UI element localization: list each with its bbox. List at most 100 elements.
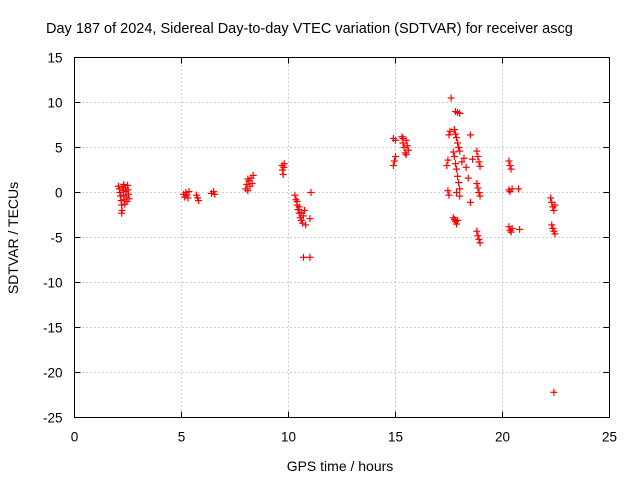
data-point bbox=[291, 191, 299, 199]
data-point bbox=[446, 127, 454, 135]
data-point bbox=[444, 156, 452, 164]
y-tick-labels: 15 10 5 0 -5 -10 -15 -20 -25 bbox=[43, 51, 63, 426]
data-point bbox=[476, 162, 484, 170]
data-point bbox=[451, 130, 459, 138]
data-point bbox=[474, 184, 482, 192]
x-tick-labels: 0 5 10 15 20 25 bbox=[71, 430, 617, 445]
data-point bbox=[402, 151, 410, 159]
data-point bbox=[450, 153, 458, 160]
data-point bbox=[444, 187, 452, 195]
data-point bbox=[389, 162, 397, 169]
data-point bbox=[508, 225, 516, 232]
data-point bbox=[118, 209, 126, 217]
data-point bbox=[124, 190, 132, 198]
data-point bbox=[466, 131, 474, 139]
data-point bbox=[456, 192, 464, 200]
data-point bbox=[454, 216, 462, 224]
data-point bbox=[244, 175, 252, 183]
data-point bbox=[475, 235, 483, 243]
data-point bbox=[550, 388, 558, 396]
data-point bbox=[475, 158, 483, 166]
data-point bbox=[507, 165, 515, 173]
data-point bbox=[455, 144, 463, 151]
data-point bbox=[451, 160, 459, 168]
data-point bbox=[293, 198, 301, 205]
data-point bbox=[473, 180, 481, 187]
x-tick-label: 15 bbox=[388, 430, 403, 445]
data-point bbox=[195, 197, 203, 205]
y-tick-label: -15 bbox=[43, 321, 63, 336]
data-point bbox=[299, 253, 307, 261]
data-point bbox=[445, 131, 453, 139]
y-tick-label: 0 bbox=[55, 186, 63, 201]
x-tick-label: 20 bbox=[495, 430, 510, 445]
data-point bbox=[392, 136, 399, 144]
data-point bbox=[551, 230, 559, 238]
data-point bbox=[473, 227, 481, 235]
data-point bbox=[548, 221, 556, 229]
data-point bbox=[460, 154, 468, 162]
data-point bbox=[117, 192, 125, 200]
data-point bbox=[452, 189, 460, 196]
data-point bbox=[551, 201, 559, 209]
data-point bbox=[249, 171, 257, 179]
data-point bbox=[469, 155, 477, 163]
data-point bbox=[515, 185, 523, 193]
y-tick-label: -20 bbox=[43, 366, 63, 381]
data-point bbox=[508, 185, 516, 193]
data-point bbox=[184, 194, 192, 202]
data-point bbox=[456, 109, 464, 117]
y-tick-label: 15 bbox=[47, 51, 62, 66]
data-point bbox=[466, 198, 474, 206]
data-point bbox=[392, 153, 399, 160]
data-point bbox=[454, 139, 462, 147]
data-point bbox=[279, 171, 287, 178]
x-tick-label: 25 bbox=[602, 430, 617, 445]
data-point bbox=[295, 203, 303, 211]
data-point bbox=[475, 189, 483, 196]
data-point bbox=[447, 94, 455, 102]
y-tick-label: -5 bbox=[50, 231, 62, 246]
data-point bbox=[211, 190, 219, 198]
data-point bbox=[390, 157, 398, 165]
data-point bbox=[452, 220, 460, 228]
data-point bbox=[473, 147, 481, 155]
data-point bbox=[280, 160, 288, 168]
data-point bbox=[550, 207, 558, 214]
data-point bbox=[505, 157, 513, 165]
y-tick-label: -25 bbox=[43, 411, 63, 426]
data-point bbox=[445, 191, 453, 199]
data-point bbox=[449, 148, 457, 156]
plot-frame bbox=[74, 57, 610, 418]
data-point bbox=[458, 158, 466, 166]
data-point bbox=[516, 225, 524, 233]
data-point bbox=[456, 147, 464, 155]
data-point bbox=[306, 253, 314, 261]
data-point bbox=[297, 208, 305, 216]
data-point bbox=[462, 163, 470, 171]
data-point bbox=[474, 232, 482, 240]
data-point bbox=[456, 185, 464, 193]
x-axis-label: GPS time / hours bbox=[287, 458, 394, 474]
data-point bbox=[443, 162, 451, 169]
data-point bbox=[547, 194, 555, 202]
y-tick-label: 5 bbox=[55, 141, 63, 156]
data-point bbox=[452, 165, 460, 173]
data-point bbox=[454, 172, 462, 180]
y-tick-label: -10 bbox=[43, 276, 63, 291]
data-point bbox=[248, 180, 256, 187]
data-point bbox=[299, 212, 307, 220]
data-point bbox=[450, 126, 458, 133]
y-axis-label: SDTVAR / TECUs bbox=[5, 182, 21, 294]
data-point bbox=[307, 189, 315, 196]
data-point bbox=[452, 134, 460, 142]
data-point bbox=[185, 188, 193, 196]
x-tick-label: 0 bbox=[71, 430, 79, 445]
data-point bbox=[120, 180, 128, 188]
data-point bbox=[476, 239, 484, 247]
y-tick-label: 10 bbox=[47, 96, 62, 111]
x-tick-label: 5 bbox=[178, 430, 186, 445]
data-point bbox=[464, 174, 472, 182]
data-points bbox=[114, 94, 559, 396]
data-point bbox=[474, 153, 482, 160]
